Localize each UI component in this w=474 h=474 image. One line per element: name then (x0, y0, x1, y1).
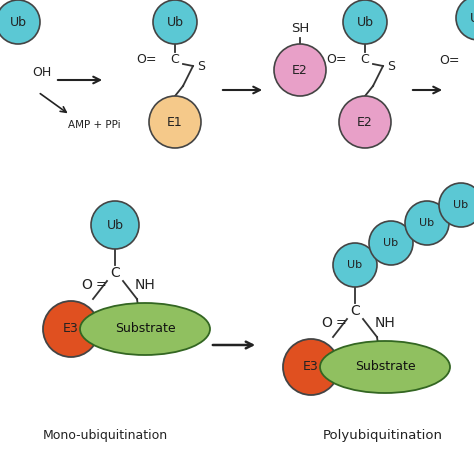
Text: Ub: Ub (470, 11, 474, 25)
Circle shape (274, 44, 326, 96)
Circle shape (369, 221, 413, 265)
Text: C: C (361, 53, 369, 65)
Circle shape (283, 339, 339, 395)
Text: Substrate: Substrate (115, 322, 175, 336)
Text: O=: O= (327, 53, 347, 65)
Text: AMP + PPi: AMP + PPi (68, 120, 120, 130)
Text: Ub: Ub (9, 16, 27, 28)
Text: E1: E1 (167, 116, 183, 128)
Ellipse shape (80, 303, 210, 355)
Text: Substrate: Substrate (355, 361, 415, 374)
Text: NH: NH (135, 278, 155, 292)
Text: C: C (110, 266, 120, 280)
Text: Ub: Ub (347, 260, 363, 270)
Text: Ub: Ub (356, 16, 374, 28)
Circle shape (405, 201, 449, 245)
Text: =: = (336, 317, 346, 329)
Text: E3: E3 (303, 361, 319, 374)
Text: E2: E2 (357, 116, 373, 128)
Circle shape (339, 96, 391, 148)
Text: E2: E2 (292, 64, 308, 76)
Circle shape (456, 0, 474, 40)
Text: O=: O= (137, 53, 157, 65)
Text: SH: SH (291, 21, 309, 35)
Text: Ub: Ub (383, 238, 399, 248)
Text: C: C (171, 53, 179, 65)
Text: S: S (387, 60, 395, 73)
Text: O=: O= (440, 54, 460, 66)
Text: =: = (96, 279, 106, 292)
Text: NH: NH (374, 316, 395, 330)
Circle shape (333, 243, 377, 287)
Circle shape (153, 0, 197, 44)
Circle shape (439, 183, 474, 227)
Ellipse shape (320, 341, 450, 393)
Text: Ub: Ub (419, 218, 435, 228)
Text: Ub: Ub (454, 200, 469, 210)
Text: O: O (82, 278, 92, 292)
Text: Ub: Ub (166, 16, 183, 28)
Text: E3: E3 (63, 322, 79, 336)
Circle shape (149, 96, 201, 148)
Text: OH: OH (32, 65, 51, 79)
Text: C: C (350, 304, 360, 318)
Circle shape (343, 0, 387, 44)
Circle shape (0, 0, 40, 44)
Text: S: S (197, 60, 205, 73)
Circle shape (91, 201, 139, 249)
Text: Ub: Ub (107, 219, 124, 231)
Circle shape (43, 301, 99, 357)
Text: Polyubiquitination: Polyubiquitination (323, 428, 443, 441)
Text: Mono-ubiquitination: Mono-ubiquitination (43, 428, 168, 441)
Text: O: O (321, 316, 332, 330)
